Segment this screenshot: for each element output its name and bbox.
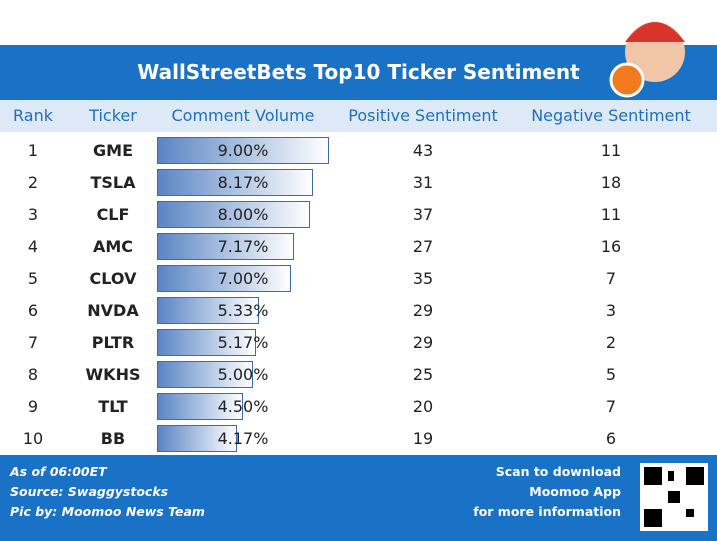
footer-note: As of 06:00ET	[10, 464, 107, 479]
volume-bar	[157, 137, 329, 164]
footer-note: Source: Swaggystocks	[10, 484, 169, 499]
negative-sentiment: 11	[600, 141, 622, 160]
comment-volume: 4.50%	[217, 397, 269, 416]
comment-volume: 5.33%	[217, 301, 269, 320]
rank: 10	[22, 429, 44, 448]
negative-sentiment: 5	[605, 365, 617, 384]
column-header: Negative Sentiment	[531, 106, 691, 125]
column-header: Ticker	[89, 106, 137, 125]
rank: 1	[27, 141, 39, 160]
footer-cta: Moomoo App	[529, 484, 621, 499]
negative-sentiment: 3	[605, 301, 617, 320]
column-header: Rank	[13, 106, 53, 125]
title: WallStreetBets Top10 Ticker Sentiment	[137, 60, 580, 84]
volume-bar	[157, 329, 256, 356]
positive-sentiment: 27	[412, 237, 434, 256]
ticker: TSLA	[90, 173, 136, 192]
volume-bar	[157, 169, 314, 196]
rank: 2	[27, 173, 39, 192]
ticker: WKHS	[85, 365, 141, 384]
column-header: Comment Volume	[171, 106, 315, 125]
volume-bar	[157, 425, 237, 452]
footer-note: Pic by: Moomoo News Team	[10, 504, 205, 519]
positive-sentiment: 31	[412, 173, 434, 192]
volume-bar	[157, 265, 291, 292]
rank: 9	[27, 397, 39, 416]
positive-sentiment: 29	[412, 301, 434, 320]
comment-volume: 9.00%	[217, 141, 269, 160]
positive-sentiment: 43	[412, 141, 434, 160]
comment-volume: 5.00%	[217, 365, 269, 384]
volume-bar	[157, 361, 253, 388]
negative-sentiment: 7	[605, 397, 617, 416]
negative-sentiment: 11	[600, 205, 622, 224]
rank: 6	[27, 301, 39, 320]
negative-sentiment: 7	[605, 269, 617, 288]
positive-sentiment: 29	[412, 333, 434, 352]
footer-cta: Scan to download	[495, 464, 621, 479]
ticker: CLOV	[89, 269, 137, 288]
positive-sentiment: 20	[412, 397, 434, 416]
ticker: PLTR	[91, 333, 135, 352]
rank: 3	[27, 205, 39, 224]
positive-sentiment: 37	[412, 205, 434, 224]
qr-code	[640, 463, 708, 531]
comment-volume: 5.17%	[217, 333, 269, 352]
rank: 4	[27, 237, 39, 256]
ticker: NVDA	[87, 301, 139, 320]
comment-volume: 7.00%	[217, 269, 269, 288]
volume-bar	[157, 297, 259, 324]
positive-sentiment: 25	[412, 365, 434, 384]
ticker: GME	[93, 141, 133, 160]
positive-sentiment: 19	[412, 429, 434, 448]
ticker: BB	[100, 429, 126, 448]
negative-sentiment: 2	[605, 333, 617, 352]
column-header: Positive Sentiment	[348, 106, 498, 125]
volume-bar	[157, 201, 310, 228]
mascot	[609, 22, 685, 98]
ticker: CLF	[96, 205, 130, 224]
negative-sentiment: 16	[600, 237, 622, 256]
comment-volume: 8.17%	[217, 173, 269, 192]
title-band	[0, 45, 717, 100]
comment-volume: 4.17%	[217, 429, 269, 448]
comment-volume: 7.17%	[217, 237, 269, 256]
rank: 7	[27, 333, 39, 352]
ticker: AMC	[92, 237, 134, 256]
ticker: TLT	[98, 397, 128, 416]
comment-volume: 8.00%	[217, 205, 269, 224]
negative-sentiment: 6	[605, 429, 617, 448]
positive-sentiment: 35	[412, 269, 434, 288]
footer-band	[0, 455, 717, 541]
volume-bar	[157, 233, 295, 260]
rank: 8	[27, 365, 39, 384]
volume-bar	[157, 393, 243, 420]
rank: 5	[27, 269, 39, 288]
header-row	[0, 100, 717, 132]
negative-sentiment: 18	[600, 173, 622, 192]
footer-cta: for more information	[473, 504, 621, 519]
